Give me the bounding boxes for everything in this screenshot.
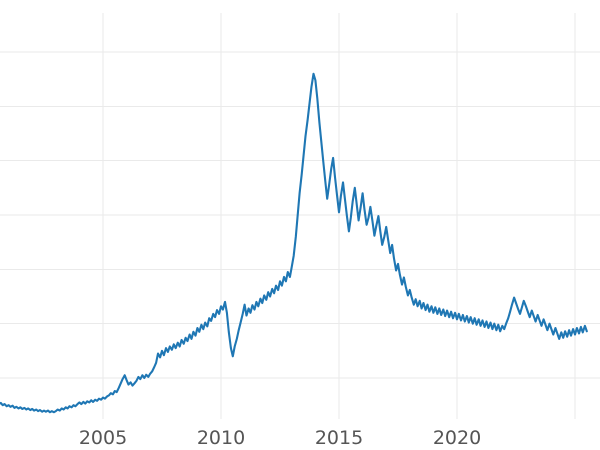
x-tick-label: 2020 [433,427,481,449]
x-tick-label: 2015 [315,427,363,449]
series-layer [0,72,588,414]
series-line-series-1 [0,72,588,414]
vertical-gridlines [102,13,576,419]
x-axis-tick-labels: 2005 2010 2015 2020 [79,427,481,449]
horizontal-gridlines [0,51,600,379]
x-tick-label: 2005 [79,427,127,449]
x-tick-label: 2010 [197,427,245,449]
